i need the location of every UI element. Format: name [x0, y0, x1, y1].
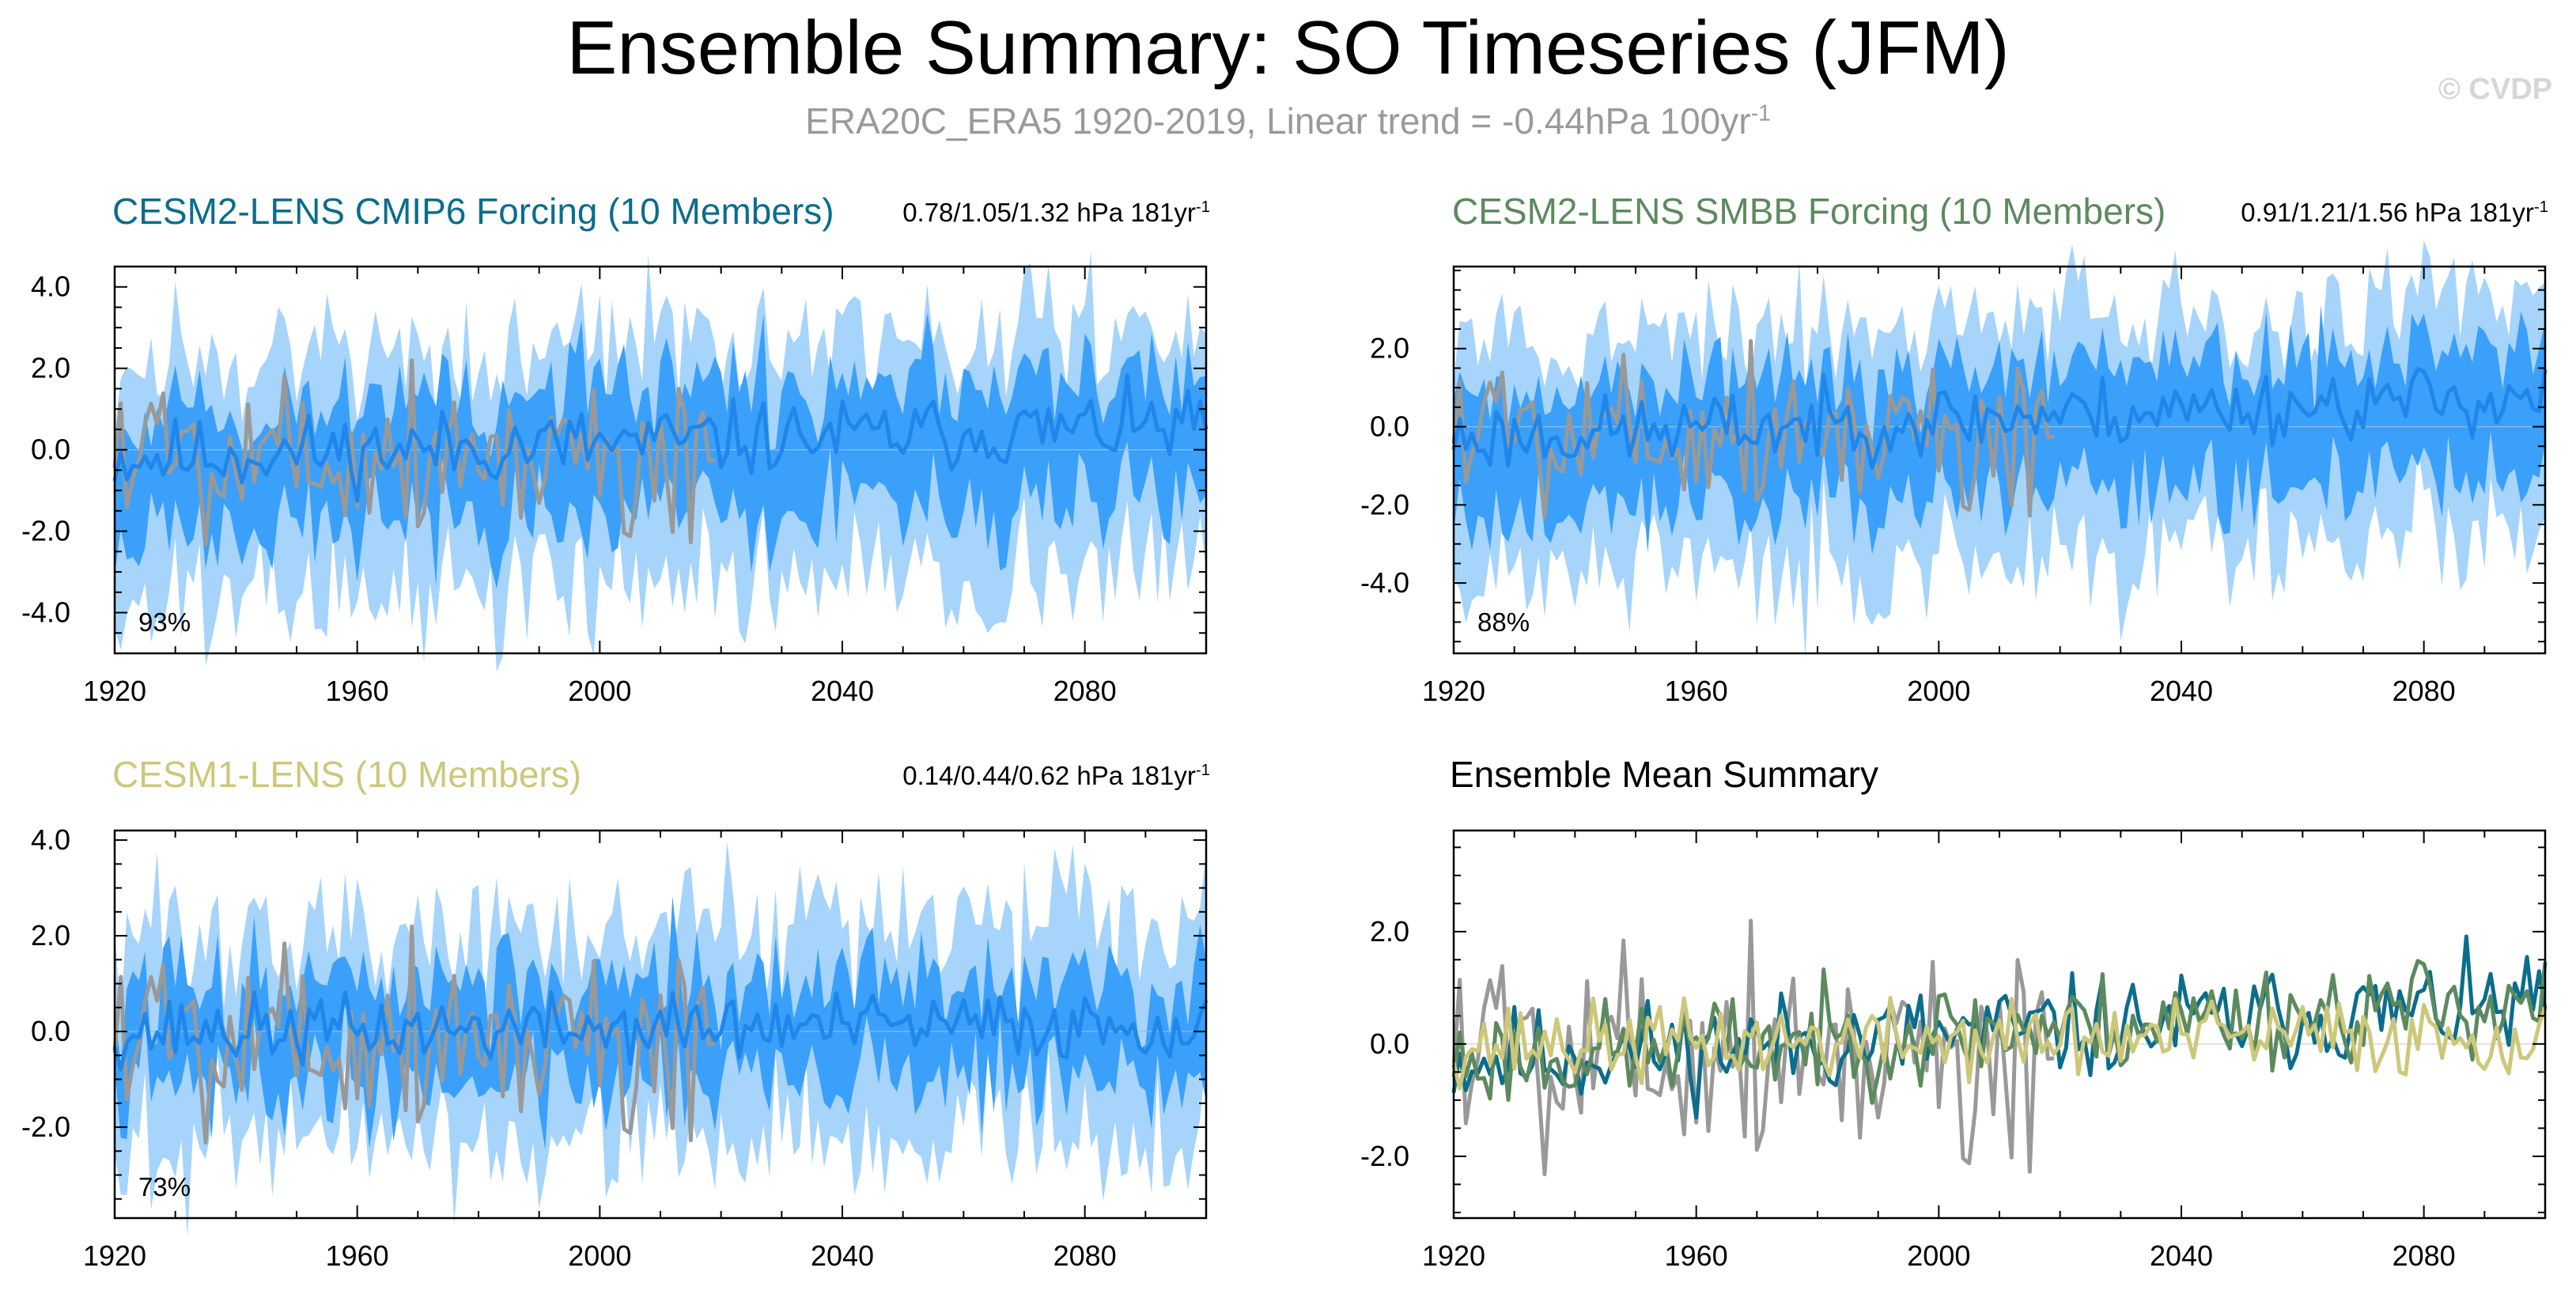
observed-series-line — [112, 924, 716, 1145]
x-tick-label: 2000 — [1907, 1239, 1970, 1272]
chart-panel-cmip6: 1920 1960 2000 2040 2080 -4.0 -2.0 0.0 2.0 4.0 93% — [21, 252, 1209, 707]
chart-panel-cesm1: 1920 1960 2000 2040 2080 -2.0 0.0 2.0 4.0 73% — [21, 823, 1209, 1272]
chart-panel-summary: 1920 1960 2000 2040 2080 -2.0 0.0 2.0 — [1360, 829, 2548, 1272]
inner-percentile-band — [115, 312, 1206, 589]
ensemble-mean-line — [112, 373, 1209, 503]
x-tick-label: 2080 — [1053, 675, 1117, 707]
percent-label: 73% — [138, 1172, 191, 1201]
y-tick-label: -4.0 — [21, 596, 70, 629]
y-tick-label: 2.0 — [31, 919, 70, 952]
observed-series-line — [112, 358, 716, 547]
stats-superscript: -1 — [1195, 761, 1210, 779]
x-tick-label: 2040 — [2150, 675, 2213, 707]
x-tick-label: 2000 — [568, 1239, 631, 1272]
x-tick-label: 2040 — [811, 1239, 874, 1272]
panel-stats-smbb: 0.91/1.21/1.56 hPa 181yr-1 — [2241, 198, 2548, 228]
series-line-observed-era20c-era5- — [1451, 918, 2055, 1177]
y-tick-label: 2.0 — [1370, 332, 1409, 365]
percent-label: 93% — [138, 607, 191, 637]
x-tick-label: 2000 — [568, 675, 631, 707]
y-tick-label: -2.0 — [1360, 1140, 1409, 1172]
y-tick-label: 0.0 — [31, 433, 70, 466]
y-tick-label: 2.0 — [1370, 915, 1409, 948]
inner-percentile-band — [1454, 305, 2545, 555]
panel-title-summary: Ensemble Mean Summary — [1450, 754, 1878, 795]
plot-frame — [113, 829, 1208, 1220]
x-tick-label: 2080 — [2393, 1239, 2456, 1272]
y-tick-label: 0.0 — [1370, 411, 1409, 443]
subtitle-superscript: -1 — [1750, 100, 1771, 127]
x-tick-label: 1960 — [1665, 1239, 1728, 1272]
y-tick-label: -4.0 — [1360, 566, 1409, 599]
plot-frame — [1452, 829, 2547, 1220]
chart-panel-smbb: 1920 1960 2000 2040 2080 -4.0 -2.0 0.0 2.0 88% — [1360, 240, 2548, 707]
ensemble-mean-line — [112, 989, 1209, 1072]
panel-stats-cesm1: 0.14/0.44/0.62 hPa 181yr-1 — [902, 761, 1210, 791]
y-tick-label: -2.0 — [21, 1111, 70, 1143]
outer-percentile-band — [115, 842, 1206, 1238]
figure-title: Ensemble Summary: SO Timeseries (JFM) — [566, 6, 2010, 90]
figure-subtitle: ERA20C_ERA5 1920-2019, Linear trend = -0… — [0, 100, 2576, 142]
stats-text: 0.91/1.21/1.56 hPa 181yr — [2241, 198, 2534, 227]
x-tick-label: 1920 — [1422, 675, 1485, 707]
panel-title-smbb: CESM2-LENS SMBB Forcing (10 Members) — [1452, 191, 2166, 232]
x-tick-label: 1960 — [326, 1239, 389, 1272]
plot-frame — [1452, 265, 2547, 655]
subtitle-text: ERA20C_ERA5 1920-2019, Linear trend = -0… — [805, 100, 1751, 142]
x-tick-label: 1920 — [1422, 1239, 1485, 1272]
x-tick-label: 1960 — [326, 675, 389, 707]
y-tick-label: 0.0 — [1370, 1027, 1409, 1060]
stats-superscript: -1 — [1195, 198, 1210, 216]
stats-text: 0.78/1.05/1.32 hPa 181yr — [902, 198, 1196, 227]
panel-title-cesm1: CESM1-LENS (10 Members) — [112, 754, 582, 795]
x-tick-label: 2040 — [2150, 1239, 2213, 1272]
y-tick-label: 0.0 — [31, 1015, 70, 1047]
panel-stats-cmip6: 0.78/1.05/1.32 hPa 181yr-1 — [902, 198, 1210, 228]
x-tick-label: 2080 — [1053, 1239, 1117, 1272]
y-tick-label: 2.0 — [31, 352, 70, 384]
x-tick-label: 2000 — [1907, 675, 1970, 707]
percent-label: 88% — [1477, 607, 1530, 637]
y-tick-label: 4.0 — [31, 823, 70, 856]
plot-frame — [113, 265, 1208, 655]
x-tick-label: 1920 — [83, 1239, 146, 1272]
panel-title-cmip6: CESM2-LENS CMIP6 Forcing (10 Members) — [112, 191, 834, 232]
stats-superscript: -1 — [2533, 198, 2548, 216]
observed-series-line — [1451, 339, 2055, 520]
y-tick-label: -2.0 — [21, 515, 70, 547]
x-tick-label: 2040 — [811, 675, 874, 707]
stats-text: 0.14/0.44/0.62 hPa 181yr — [902, 761, 1196, 790]
series-line-cesm1-lens — [1451, 996, 2548, 1091]
x-tick-label: 1920 — [83, 675, 146, 707]
y-tick-label: -2.0 — [1360, 488, 1409, 520]
ensemble-mean-line — [1451, 366, 2548, 470]
y-tick-label: 4.0 — [31, 271, 70, 303]
x-tick-label: 1960 — [1665, 675, 1728, 707]
series-line-cesm2-lens-cmip6-forcing — [1451, 934, 2548, 1120]
cvdp-watermark: © CVDP — [2438, 73, 2552, 106]
x-tick-label: 2080 — [2393, 675, 2456, 707]
